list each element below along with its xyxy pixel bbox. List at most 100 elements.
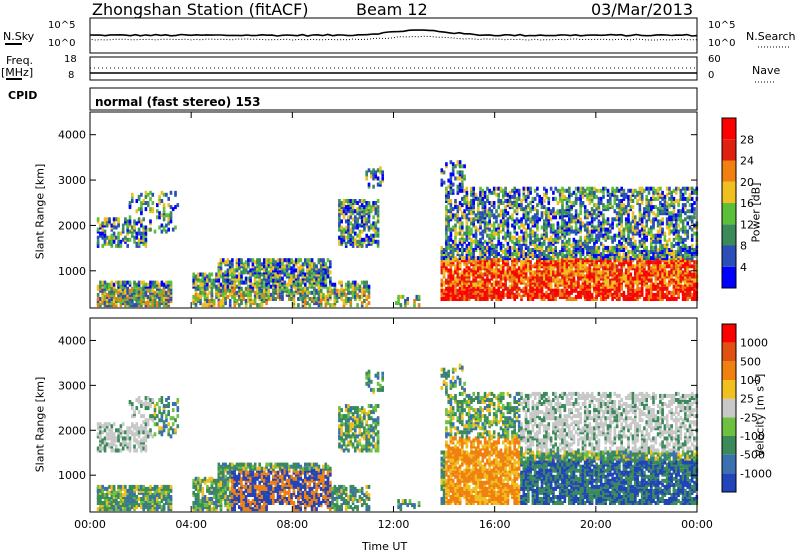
heatmap-cell [495, 186, 498, 191]
heatmap-cell [565, 205, 569, 210]
heatmap-cell [210, 297, 214, 301]
heatmap-cell [615, 211, 619, 216]
heatmap-cell [140, 292, 143, 297]
heatmap-cell [558, 215, 562, 220]
heatmap-cell [342, 199, 346, 203]
heatmap-cell [583, 188, 587, 193]
heatmap-cell [656, 207, 660, 212]
nsky-label: N.Sky [3, 30, 35, 43]
heatmap-cell [299, 282, 302, 287]
heatmap-cell [508, 288, 512, 293]
heatmap-cell [615, 297, 619, 301]
heatmap-cell [545, 227, 548, 232]
heatmap-cell [586, 284, 589, 289]
heatmap-cell [561, 211, 564, 216]
heatmap-cell [513, 262, 516, 267]
heatmap-cell [520, 217, 523, 222]
heatmap-cell [638, 209, 642, 214]
heatmap-cell [483, 278, 487, 283]
heatmap-cell [627, 209, 630, 214]
heatmap-cell [472, 248, 475, 252]
heatmap-cell [513, 252, 516, 257]
heatmap-cell [561, 188, 564, 193]
heatmap-cell [508, 278, 512, 283]
heatmap-cell [324, 294, 328, 299]
heatmap-cell [561, 219, 564, 224]
heatmap-cell [103, 297, 107, 301]
heatmap-cell [144, 243, 148, 248]
heatmap-cell [572, 288, 576, 293]
heatmap-cell [160, 297, 164, 301]
heatmap-cell [531, 199, 535, 203]
heatmap-cell [588, 297, 592, 301]
heatmap-cell [552, 297, 555, 301]
heatmap-cell [495, 268, 498, 273]
heatmap-cell [620, 233, 623, 238]
heatmap-cell [292, 274, 296, 279]
heatmap-cell [654, 286, 658, 291]
heatmap-cell [224, 286, 227, 291]
heatmap-cell [285, 282, 289, 287]
heatmap-cell [490, 262, 494, 267]
heatmap-cell [317, 268, 321, 273]
heatmap-cell [631, 215, 635, 220]
heatmap-cell [549, 268, 553, 273]
heatmap-cell [645, 186, 648, 191]
heatmap-cell [599, 221, 603, 226]
heatmap-cell [310, 274, 314, 279]
heatmap-cell [624, 294, 628, 299]
heatmap-cell [197, 292, 200, 297]
heatmap-cell [545, 207, 548, 212]
heatmap-cell [110, 292, 114, 297]
heatmap-cell [244, 299, 248, 303]
heatmap-cell [488, 278, 491, 283]
heatmap-cell [547, 292, 551, 297]
heatmap-cell [119, 292, 123, 297]
heatmap-cell [249, 268, 252, 273]
heatmap-cell [599, 270, 603, 275]
heatmap-cell [278, 264, 282, 269]
heatmap-cell [522, 262, 526, 267]
heatmap-cell [481, 252, 485, 257]
heatmap-cell [313, 282, 316, 287]
heatmap-cell [483, 194, 487, 199]
heatmap-cell [360, 243, 364, 248]
heatmap-cell [563, 194, 567, 199]
heatmap-cell [470, 258, 473, 263]
heatmap-cell [508, 190, 512, 195]
heatmap-cell [634, 288, 637, 293]
heatmap-cell [454, 284, 457, 289]
heatmap-cell [344, 235, 348, 240]
heatmap-cell [634, 194, 637, 199]
heatmap-cell [458, 203, 462, 208]
heatmap-cell [483, 239, 487, 244]
heatmap-cell [577, 258, 580, 263]
heatmap-cell [602, 270, 605, 275]
heatmap-cell [511, 239, 514, 244]
heatmap-cell [235, 284, 239, 289]
heatmap-cell [640, 194, 644, 199]
heatmap-cell [463, 209, 466, 214]
heatmap-cell [137, 219, 141, 224]
heatmap-cell [137, 227, 141, 232]
heatmap-cell [581, 272, 585, 277]
heatmap-cell [490, 201, 494, 205]
heatmap-cell [290, 274, 293, 279]
heatmap-cell [447, 274, 450, 279]
heatmap-cell [581, 221, 585, 226]
heatmap-cell [572, 229, 576, 234]
heatmap-cell [556, 237, 560, 242]
heatmap-cell [547, 252, 551, 257]
heatmap-cell [283, 258, 287, 263]
heatmap-cell [654, 188, 658, 193]
heatmap-cell [242, 297, 246, 301]
heatmap-cell [285, 268, 289, 273]
heatmap-cell [297, 276, 300, 281]
heatmap-cell [162, 301, 166, 306]
heatmap-cell [486, 233, 489, 238]
heatmap-cell [308, 272, 312, 277]
heatmap-cell [358, 229, 362, 234]
heatmap-cell [481, 245, 485, 250]
heatmap-cell [326, 297, 330, 301]
heatmap-cell [602, 190, 605, 195]
